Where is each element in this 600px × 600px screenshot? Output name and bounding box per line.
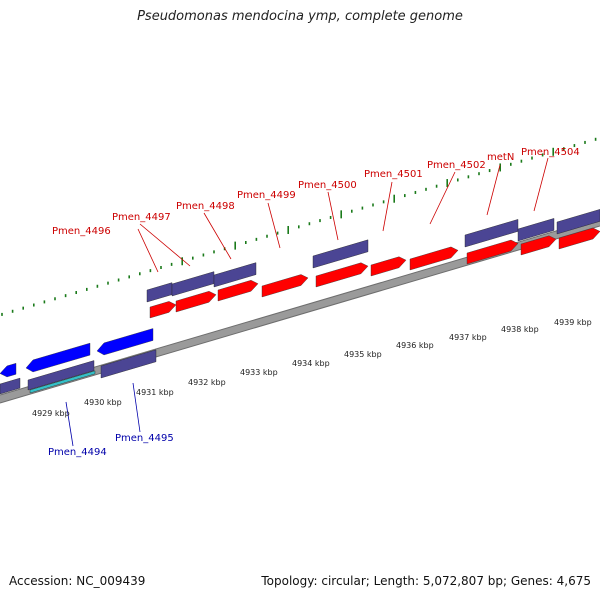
reverse-gene-label: Pmen_4495 xyxy=(115,433,174,444)
leader-line xyxy=(267,202,281,249)
map-title: Pseudomonas mendocina ymp, complete geno… xyxy=(137,9,463,24)
leader-line xyxy=(533,157,549,212)
forward-cds xyxy=(466,239,519,265)
scale-labels: 4929 kbp 4930 kbp 4931 kbp 4932 kbp 4933 kbp… xyxy=(32,318,592,418)
forward-gene-label: Pmen_4502 xyxy=(427,160,486,171)
forward-gene-label: Pmen_4500 xyxy=(298,180,357,191)
leader-line xyxy=(139,223,191,267)
scale-label: 4936 kbp xyxy=(396,341,434,350)
scale-label: 4930 kbp xyxy=(84,398,122,407)
leader-line xyxy=(486,164,501,216)
reverse-cds xyxy=(0,363,17,378)
forward-cds xyxy=(149,301,177,319)
cog-bar xyxy=(517,218,555,242)
forward-gene-label: Pmen_4504 xyxy=(521,147,580,158)
forward-cds xyxy=(558,227,600,250)
scale-label: 4933 kbp xyxy=(240,368,278,377)
gene-features xyxy=(0,209,600,395)
leader-line xyxy=(382,181,393,232)
scale-label: 4934 kbp xyxy=(292,359,330,368)
reverse-cds xyxy=(96,328,154,356)
cog-bar xyxy=(0,377,21,395)
scale-label: 4932 kbp xyxy=(188,378,226,387)
forward-gene-label: Pmen_4501 xyxy=(364,169,423,180)
leader-line xyxy=(429,171,456,225)
forward-gene-label: Pmen_4497 xyxy=(112,212,171,223)
scale-label: 4935 kbp xyxy=(344,350,382,359)
cog-bar xyxy=(146,282,173,303)
genome-summary: Topology: circular; Length: 5,072,807 bp… xyxy=(261,574,591,588)
scale-label: 4937 kbp xyxy=(449,333,487,342)
rna-band xyxy=(29,370,96,394)
forward-cds xyxy=(217,280,259,302)
cog-bar xyxy=(556,209,600,235)
forward-cds xyxy=(261,274,309,298)
leader-line xyxy=(137,228,159,273)
forward-gene-label: metN xyxy=(487,152,514,163)
scale-label: 4939 kbp xyxy=(554,318,592,327)
forward-gene-label: Pmen_4498 xyxy=(176,201,235,212)
scale-label: 4931 kbp xyxy=(136,388,174,397)
forward-cds xyxy=(315,262,369,288)
forward-gene-label: Pmen_4496 xyxy=(52,226,111,237)
scale-label: 4938 kbp xyxy=(501,325,539,334)
cog-bar xyxy=(100,349,157,379)
forward-gene-label: Pmen_4499 xyxy=(237,190,296,201)
accession-text: Accession: NC_009439 xyxy=(9,574,146,588)
leader-line xyxy=(203,212,232,260)
label-leaders xyxy=(65,157,549,447)
gene-labels: Pmen_4496Pmen_4497Pmen_4498Pmen_4499Pmen… xyxy=(48,147,580,458)
leader-line xyxy=(65,401,74,447)
reverse-gene-label: Pmen_4494 xyxy=(48,447,107,458)
cog-bar xyxy=(213,262,257,288)
forward-cds xyxy=(520,235,557,256)
forward-cds xyxy=(409,246,459,271)
scale-label: 4929 kbp xyxy=(32,409,70,418)
leader-line xyxy=(327,191,339,241)
cog-bar xyxy=(27,360,95,391)
forward-cds xyxy=(175,291,217,313)
cog-bar xyxy=(312,239,369,269)
leader-line xyxy=(132,382,141,433)
reverse-cds xyxy=(25,342,91,373)
forward-cds xyxy=(370,256,407,277)
